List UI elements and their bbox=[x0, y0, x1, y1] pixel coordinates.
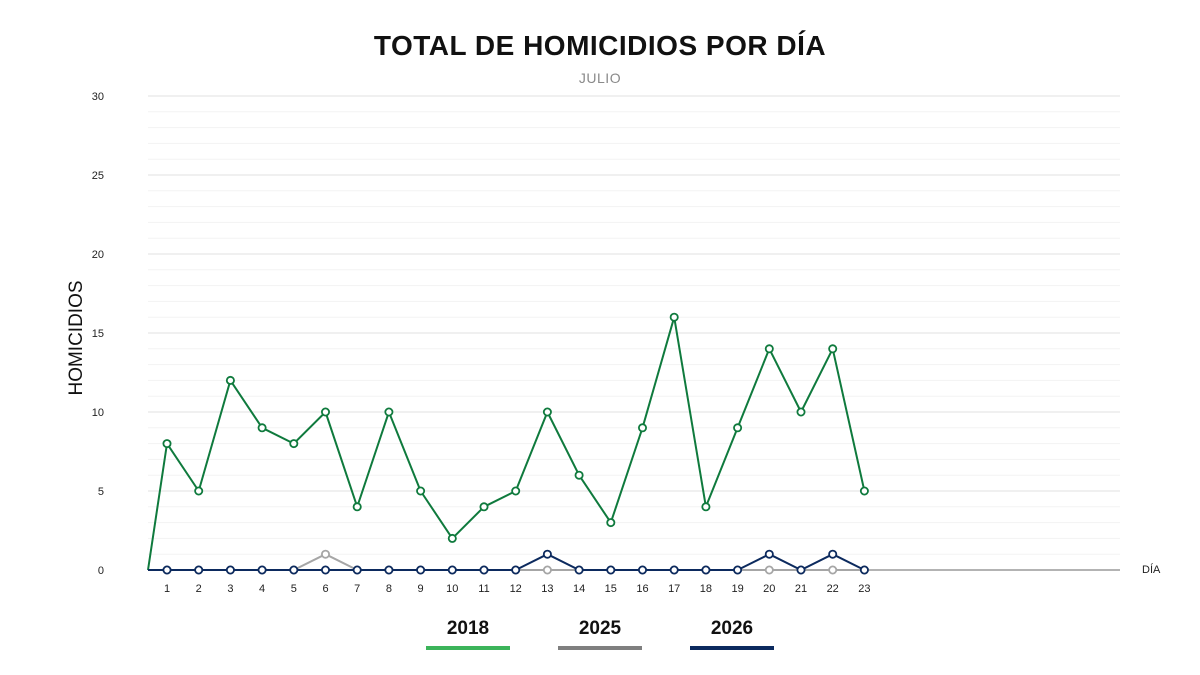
data-point-2018-dia-18 bbox=[701, 502, 711, 512]
legend-swatch-2018 bbox=[426, 646, 510, 650]
data-point-2018-dia-15 bbox=[606, 518, 616, 528]
data-point-2026-dia-18 bbox=[701, 565, 711, 575]
x-tick-label: 10 bbox=[446, 583, 458, 595]
data-point-2026-dia-23 bbox=[859, 565, 869, 575]
y-tick-label: 0 bbox=[98, 565, 104, 577]
legend-label-2025: 2025 bbox=[578, 618, 622, 639]
x-tick-label: 11 bbox=[478, 583, 489, 595]
y-tick-label: 15 bbox=[92, 328, 104, 340]
y-tick-label: 20 bbox=[92, 249, 104, 261]
series-line-2018 bbox=[147, 316, 866, 571]
data-point-2018-dia-7 bbox=[352, 502, 362, 512]
x-tick-label: 8 bbox=[386, 583, 392, 595]
x-tick-label: 17 bbox=[668, 583, 680, 595]
legend-label-2018: 2018 bbox=[446, 618, 490, 639]
data-point-2026-dia-22 bbox=[828, 549, 838, 559]
y-axis-label: HOMICIDIOS bbox=[66, 280, 87, 395]
data-point-2026-dia-11 bbox=[479, 565, 489, 575]
y-tick-label: 5 bbox=[98, 486, 104, 498]
x-tick-label: 19 bbox=[731, 583, 743, 595]
series-line-2026 bbox=[148, 553, 865, 571]
data-point-2026-dia-2 bbox=[194, 565, 204, 575]
data-point-2018-dia-23 bbox=[859, 486, 869, 496]
legend-label-2026: 2026 bbox=[710, 618, 754, 639]
x-tick-label: 20 bbox=[763, 583, 775, 595]
data-point-2018-dia-19 bbox=[733, 423, 743, 433]
x-tick-label: 13 bbox=[541, 583, 553, 595]
x-tick-label: 15 bbox=[605, 583, 617, 595]
data-point-2026-dia-10 bbox=[447, 565, 457, 575]
x-tick-label: 3 bbox=[227, 583, 233, 595]
x-tick-label: 5 bbox=[291, 583, 297, 595]
data-point-2018-dia-20 bbox=[764, 344, 774, 354]
chart-subtitle: JULIO bbox=[578, 70, 622, 86]
data-point-2018-dia-1 bbox=[162, 439, 172, 449]
data-point-2018-dia-17 bbox=[669, 312, 679, 322]
data-point-2018-dia-11 bbox=[479, 502, 489, 512]
data-point-2026-dia-5 bbox=[289, 565, 299, 575]
data-point-2025-dia-13 bbox=[542, 565, 552, 575]
legend-swatch-2025 bbox=[558, 646, 642, 650]
data-point-2026-dia-15 bbox=[606, 565, 616, 575]
data-point-2018-dia-22 bbox=[828, 344, 838, 354]
data-point-2026-dia-21 bbox=[796, 565, 806, 575]
data-point-2026-dia-12 bbox=[511, 565, 521, 575]
data-point-2018-dia-6 bbox=[320, 407, 330, 417]
x-tick-label: 22 bbox=[827, 583, 839, 595]
legend-item-2025: 2025 bbox=[558, 618, 642, 650]
data-point-2018-dia-10 bbox=[447, 533, 457, 543]
x-tick-label: 9 bbox=[418, 583, 424, 595]
data-point-2026-dia-6 bbox=[320, 565, 330, 575]
x-tick-label: 12 bbox=[510, 583, 522, 595]
data-point-2018-dia-8 bbox=[384, 407, 394, 417]
data-point-2025-dia-6 bbox=[320, 549, 330, 559]
data-point-2018-dia-5 bbox=[289, 439, 299, 449]
data-point-2026-dia-9 bbox=[416, 565, 426, 575]
data-point-2026-dia-13 bbox=[542, 549, 552, 559]
legend-item-2026: 2026 bbox=[690, 618, 774, 650]
data-point-2026-dia-20 bbox=[764, 549, 774, 559]
data-point-2026-dia-3 bbox=[225, 565, 235, 575]
x-tick-label: 14 bbox=[573, 583, 585, 595]
legend-swatch-2026 bbox=[690, 646, 774, 650]
x-tick-label: 16 bbox=[636, 583, 648, 595]
data-point-2018-dia-3 bbox=[225, 375, 235, 385]
data-point-2026-dia-4 bbox=[257, 565, 267, 575]
x-tick-label: 7 bbox=[354, 583, 360, 595]
data-point-2018-dia-21 bbox=[796, 407, 806, 417]
x-tick-label: 1 bbox=[164, 583, 170, 595]
data-point-2018-dia-14 bbox=[574, 470, 584, 480]
x-axis-label: DÍA bbox=[1142, 563, 1161, 576]
x-tick-label: 18 bbox=[700, 583, 712, 595]
x-tick-label: 23 bbox=[858, 583, 870, 595]
series-line-2025 bbox=[148, 553, 865, 571]
data-point-2018-dia-13 bbox=[542, 407, 552, 417]
y-tick-label: 25 bbox=[92, 170, 104, 182]
y-tick-label: 10 bbox=[92, 407, 104, 419]
data-point-2018-dia-16 bbox=[638, 423, 648, 433]
legend-item-2018: 2018 bbox=[426, 618, 510, 650]
data-point-2018-dia-12 bbox=[511, 486, 521, 496]
data-point-2018-dia-9 bbox=[416, 486, 426, 496]
x-tick-label: 2 bbox=[196, 583, 202, 595]
data-point-2026-dia-14 bbox=[574, 565, 584, 575]
data-point-2026-dia-19 bbox=[733, 565, 743, 575]
data-point-2026-dia-7 bbox=[352, 565, 362, 575]
x-tick-label: 21 bbox=[795, 583, 807, 595]
data-point-2018-dia-4 bbox=[257, 423, 267, 433]
data-point-2025-dia-20 bbox=[764, 565, 774, 575]
data-point-2026-dia-1 bbox=[162, 565, 172, 575]
data-point-2025-dia-22 bbox=[828, 565, 838, 575]
chart-title: TOTAL DE HOMICIDIOS POR DÍA bbox=[373, 30, 827, 61]
data-point-2026-dia-8 bbox=[384, 565, 394, 575]
y-tick-label: 30 bbox=[92, 91, 104, 103]
data-point-2026-dia-17 bbox=[669, 565, 679, 575]
data-point-2026-dia-16 bbox=[638, 565, 648, 575]
x-tick-label: 4 bbox=[259, 583, 265, 595]
data-point-2018-dia-2 bbox=[194, 486, 204, 496]
x-tick-label: 6 bbox=[322, 583, 328, 595]
